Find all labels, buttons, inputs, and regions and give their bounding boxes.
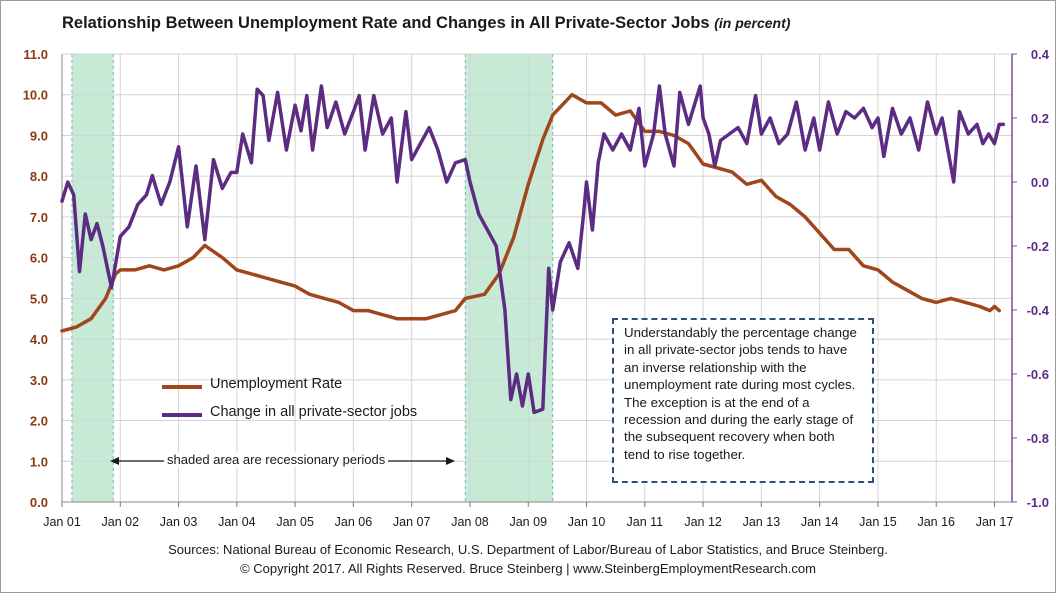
y-left-tick-label: 7.0 — [30, 210, 48, 225]
y-right-tick-label: -0.2 — [1027, 239, 1049, 254]
y-left-tick-label: 5.0 — [30, 291, 48, 306]
y-left-tick-label: 6.0 — [30, 251, 48, 266]
y-left-tick-label: 10.0 — [23, 88, 48, 103]
recession-note-text: shaded area are recessionary periods — [164, 452, 389, 467]
y-left-tick-label: 8.0 — [30, 169, 48, 184]
legend-swatch-unemployment — [162, 385, 202, 389]
recession-band — [465, 54, 553, 502]
x-tick-label: Jan 10 — [568, 515, 606, 529]
y-left-tick-label: 11.0 — [23, 47, 48, 62]
annotation-text: Understandably the percentage change in … — [624, 325, 857, 462]
recession-note: shaded area are recessionary periods — [110, 452, 455, 470]
x-tick-label: Jan 09 — [509, 515, 547, 529]
x-tick-label: Jan 11 — [627, 515, 664, 529]
chart-title-main: Relationship Between Unemployment Rate a… — [62, 14, 710, 32]
x-tick-label: Jan 12 — [684, 515, 722, 529]
x-tick-label: Jan 07 — [393, 515, 431, 529]
x-tick-label: Jan 02 — [102, 515, 140, 529]
x-tick-label: Jan 03 — [160, 515, 198, 529]
y-right-tick-label: 0.0 — [1031, 175, 1049, 190]
x-tick-label: Jan 13 — [743, 515, 781, 529]
footer-copyright: © Copyright 2017. All Rights Reserved. B… — [240, 561, 816, 576]
recession-band — [71, 54, 114, 502]
y-right-tick-label: -1.0 — [1027, 495, 1049, 510]
x-tick-label: Jan 08 — [451, 515, 489, 529]
arrow-right-icon — [446, 457, 455, 465]
y-right-tick-label: -0.4 — [1027, 303, 1050, 318]
y-left-tick-label: 9.0 — [30, 128, 48, 143]
x-tick-label: Jan 06 — [335, 515, 373, 529]
y-right-tick-label: 0.2 — [1031, 111, 1049, 126]
y-left-tick-label: 4.0 — [30, 332, 48, 347]
series-line-jobs — [60, 84, 1006, 415]
chart-title-units: (in percent) — [714, 15, 791, 31]
arrow-left-icon — [110, 457, 119, 465]
x-tick-label: Jan 17 — [976, 515, 1014, 529]
legend-label-unemployment: Unemployment Rate — [210, 376, 343, 392]
y-left-tick-label: 1.0 — [30, 454, 48, 469]
x-tick-label: Jan 05 — [276, 515, 314, 529]
y-right-tick-label: 0.4 — [1031, 47, 1050, 62]
series-line-unemployment — [60, 92, 1001, 333]
y-left-tick-label: 0.0 — [30, 495, 48, 510]
x-tick-label: Jan 01 — [43, 515, 81, 529]
y-right-tick-label: -0.8 — [1027, 431, 1049, 446]
legend-label-jobs: Change in all private-sector jobs — [210, 404, 418, 420]
legend-swatch-jobs — [162, 413, 202, 417]
y-right-tick-label: -0.6 — [1027, 367, 1049, 382]
footer-sources: Sources: National Bureau of Economic Res… — [168, 542, 888, 557]
y-left-tick-label: 3.0 — [30, 373, 48, 388]
x-tick-label: Jan 15 — [859, 515, 897, 529]
annotation-box: Understandably the percentage change in … — [612, 318, 874, 483]
y-left-tick-label: 2.0 — [30, 414, 48, 429]
x-tick-label: Jan 14 — [801, 515, 839, 529]
x-tick-label: Jan 04 — [218, 515, 256, 529]
chart-title: Relationship Between Unemployment Rate a… — [62, 14, 790, 33]
x-tick-label: Jan 16 — [917, 515, 955, 529]
